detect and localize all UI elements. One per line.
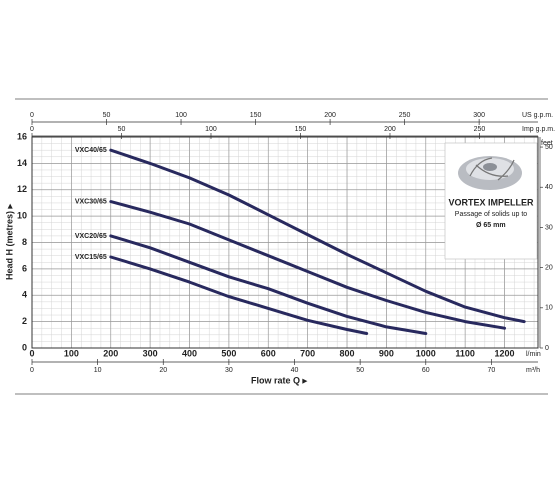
x-tick-label: 700 (300, 348, 315, 358)
secondary-tick-label: 10 (94, 367, 102, 374)
x-tick-label: 500 (221, 348, 236, 358)
impeller-image (483, 163, 497, 171)
secondary-tick-label: 150 (250, 112, 262, 119)
x-tick-label: 200 (103, 348, 118, 358)
y-tick-label: 16 (17, 131, 27, 141)
x-tick-label: 900 (379, 348, 394, 358)
secondary-tick-label: 50 (118, 126, 126, 133)
y-tick-label: 2 (22, 316, 27, 326)
x-tick-label: 400 (182, 348, 197, 358)
secondary-tick-label: 150 (295, 126, 307, 133)
secondary-tick-label: 0 (545, 345, 549, 352)
plot-frame (31, 136, 539, 349)
secondary-tick-label: 100 (175, 112, 187, 119)
secondary-tick-label: 250 (474, 126, 486, 133)
secondary-tick-label: 0 (30, 367, 34, 374)
y-tick-label: 8 (22, 237, 27, 247)
inset-text: Passage of solids up to (455, 211, 527, 218)
y-tick-label: 10 (17, 211, 27, 221)
y-tick-label: 6 (22, 263, 27, 273)
secondary-tick-label: 200 (324, 112, 336, 119)
y-tick-label: 0 (22, 342, 27, 352)
secondary-tick-label: 50 (356, 367, 364, 374)
x-tick-label: 800 (340, 348, 355, 358)
secondary-tick-label: 30 (225, 367, 233, 374)
inset-title: VORTEX IMPELLER (448, 197, 534, 207)
x-tick-label: 600 (261, 348, 276, 358)
y-tick-label: 4 (22, 290, 27, 300)
curve (109, 200, 506, 330)
secondary-unit: US g.p.m. (522, 112, 553, 119)
series-label: VXC30/65 (75, 198, 107, 205)
inset: VORTEX IMPELLER Passage of solids up to Ø … (444, 142, 538, 260)
x-tick-label: 0 (29, 348, 34, 358)
secondary-tick-label: 40 (545, 184, 553, 191)
secondary-tick-label: 0 (30, 126, 34, 133)
series-label: VXC20/65 (75, 233, 107, 240)
secondary-tick-label: 40 (291, 367, 299, 374)
secondary-tick-label: 200 (384, 126, 396, 133)
x-tick-label: 1200 (495, 348, 515, 358)
secondary-tick-label: 250 (399, 112, 411, 119)
secondary-tick-label: 30 (545, 224, 553, 231)
x-tick-label: 1000 (416, 348, 436, 358)
secondary-tick-label: 70 (488, 367, 496, 374)
secondary-tick-label: 50 (545, 144, 553, 151)
secondary-tick-label: 10 (545, 305, 553, 312)
secondary-tick-label: 20 (545, 264, 553, 271)
x-tick-label: 100 (64, 348, 79, 358)
y-tick-label: 14 (17, 158, 27, 168)
secondary-tick-label: 0 (30, 112, 34, 119)
secondary-tick-label: 300 (473, 112, 485, 119)
curve (109, 148, 526, 324)
secondary-tick-label: 100 (205, 126, 217, 133)
inset-text: Ø 65 mm (476, 222, 506, 229)
secondary-tick-label: 60 (422, 367, 430, 374)
x-axis-label: Flow rate Q ▸ (251, 375, 308, 385)
secondary-tick-label: 50 (103, 112, 111, 119)
y-axis-label: Head H (metres) ▸ (4, 204, 14, 281)
secondary-tick-label: 20 (159, 367, 167, 374)
series-label: VXC15/65 (75, 254, 107, 261)
x-tick-label: 300 (143, 348, 158, 358)
series-label: VXC40/65 (75, 147, 107, 154)
x-tick-label: 1100 (455, 348, 475, 358)
curve (109, 234, 428, 335)
x-unit: l/min (526, 351, 541, 358)
impeller-image (469, 157, 515, 181)
secondary-unit: Imp g.p.m. (522, 126, 555, 133)
curve (109, 255, 369, 335)
secondary-unit: m³/h (526, 367, 540, 374)
y-tick-label: 12 (17, 184, 27, 194)
secondary-unit: feet (541, 140, 553, 147)
